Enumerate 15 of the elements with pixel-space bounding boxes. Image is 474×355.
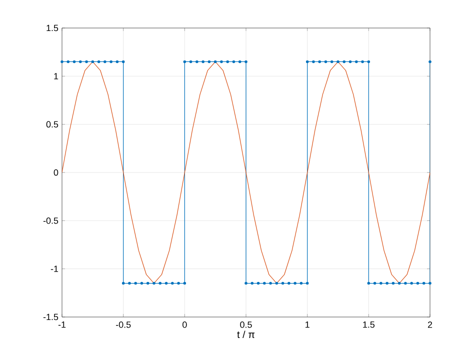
y-tick-label: -1.5 — [43, 314, 58, 320]
y-tick-label: 0 — [54, 169, 58, 176]
x-tick-label: 2 — [428, 322, 432, 328]
x-tick-label: -1 — [58, 322, 66, 328]
y-tick-label: 1 — [54, 73, 58, 80]
x-tick-label: 1 — [306, 322, 310, 328]
y-tick-label: 1.5 — [46, 24, 58, 32]
y-tick-label: 0.5 — [46, 121, 58, 128]
x-tick-label: -0.5 — [116, 322, 131, 328]
y-tick-label: -1 — [50, 266, 58, 272]
y-tick-label: -0.5 — [43, 217, 58, 224]
x-tick-label: 1.5 — [363, 322, 375, 328]
x-axis-title: t / π — [237, 330, 255, 338]
x-tick-label: 0.5 — [240, 322, 252, 328]
x-tick-label: 0 — [182, 322, 187, 328]
